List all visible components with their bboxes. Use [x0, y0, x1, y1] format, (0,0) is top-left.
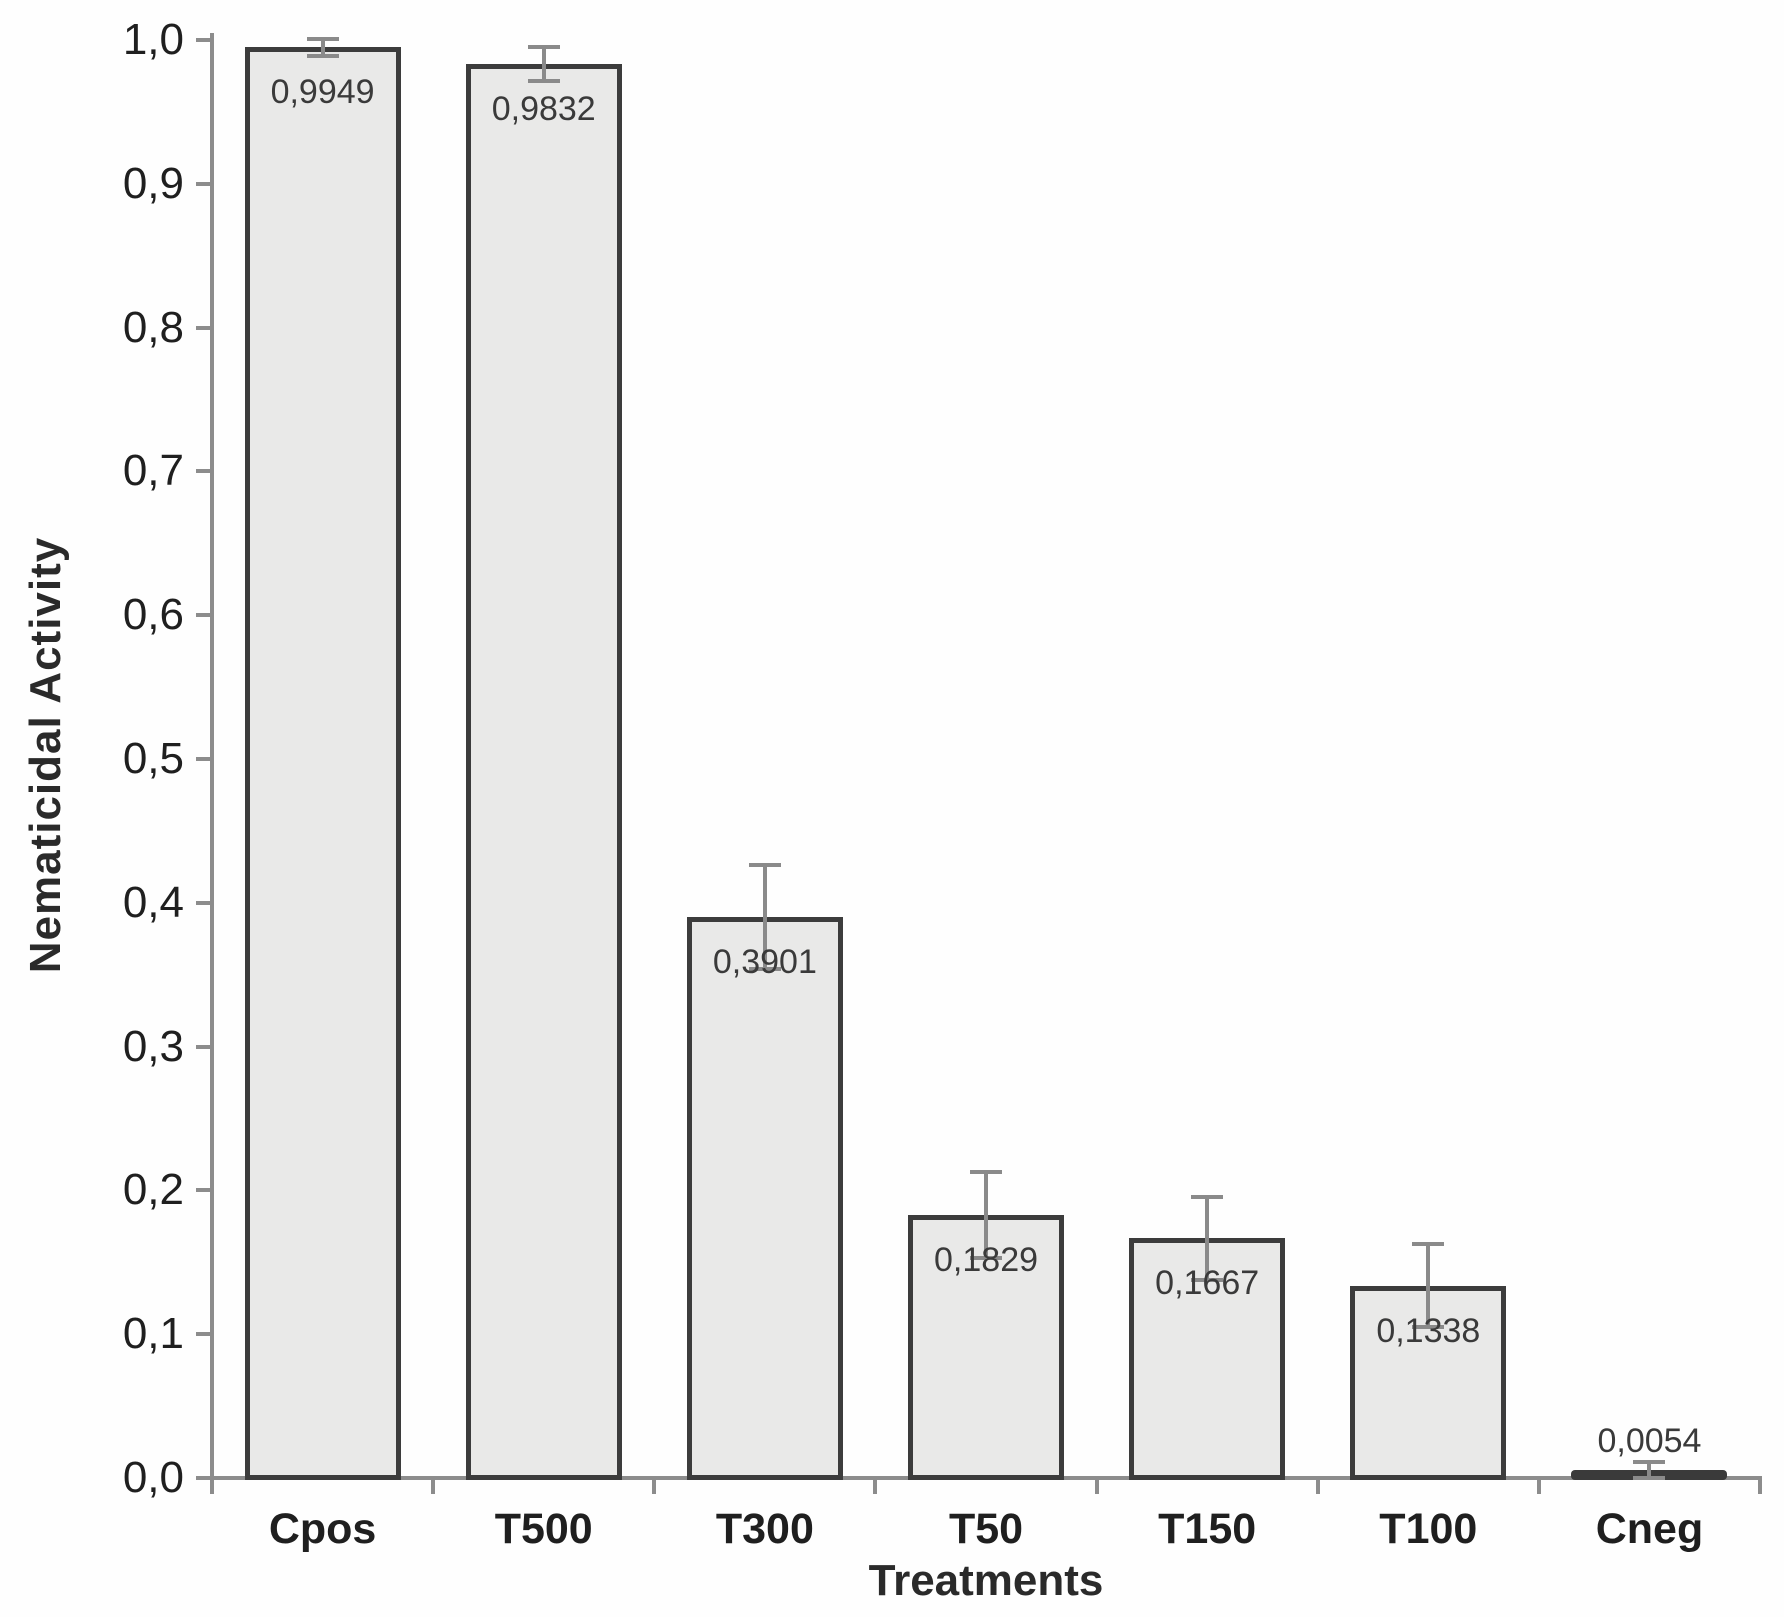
- x-tick: [873, 1478, 878, 1494]
- error-bar-bottom-cap: [748, 966, 781, 971]
- value-label: 0,0054: [1597, 1422, 1702, 1461]
- category-label: T300: [715, 1505, 814, 1553]
- y-tick-label: 0,2: [122, 1165, 184, 1215]
- error-bar-bottom-cap: [970, 1256, 1003, 1261]
- value-label: 0,9832: [491, 90, 596, 129]
- y-tick: [196, 900, 212, 905]
- value-label: 0,1667: [1155, 1264, 1260, 1303]
- y-tick-label: 0,9: [122, 158, 184, 208]
- category-label: T50: [948, 1505, 1024, 1553]
- bar: [686, 917, 843, 1480]
- y-tick-label: 0,8: [122, 302, 184, 352]
- error-bar-top-cap: [970, 1169, 1003, 1174]
- x-tick: [652, 1478, 657, 1494]
- error-bar-bottom-cap: [1412, 1325, 1445, 1330]
- y-tick-label: 0,4: [122, 877, 184, 927]
- x-axis-title: Treatments: [868, 1556, 1104, 1605]
- y-tick-label: 1,0: [122, 15, 184, 64]
- bar: [465, 64, 622, 1480]
- category-label: T100: [1379, 1505, 1478, 1553]
- category-label: T500: [494, 1505, 593, 1553]
- y-tick-label: 0,5: [122, 734, 184, 783]
- error-bar-bottom-cap: [1191, 1277, 1224, 1282]
- y-tick-label: 0,6: [122, 590, 184, 640]
- value-label: 0,1829: [934, 1240, 1039, 1279]
- error-bar-bottom-cap: [527, 79, 560, 84]
- error-bar: [762, 865, 767, 969]
- y-axis-line: [210, 33, 214, 1480]
- error-bar: [320, 38, 325, 56]
- x-tick: [431, 1478, 436, 1494]
- y-tick: [196, 1476, 212, 1480]
- y-tick-label: 0,7: [122, 446, 184, 496]
- bar: [244, 47, 401, 1480]
- y-tick-label: 0,1: [122, 1309, 184, 1359]
- error-bar-top-cap: [748, 863, 781, 868]
- x-tick: [1536, 1478, 1541, 1494]
- y-tick: [196, 325, 212, 330]
- y-tick: [196, 38, 212, 42]
- error-bar: [1426, 1243, 1431, 1328]
- y-tick: [196, 1332, 212, 1337]
- x-tick: [1094, 1478, 1099, 1494]
- category-label: Cneg: [1595, 1505, 1704, 1553]
- value-label: 0,9949: [270, 73, 375, 112]
- category-label: T150: [1158, 1505, 1257, 1553]
- error-bar: [1205, 1196, 1210, 1280]
- x-tick: [210, 1478, 214, 1494]
- error-bar-bottom-cap: [306, 53, 339, 58]
- y-tick: [196, 1044, 212, 1049]
- error-bar: [541, 46, 546, 82]
- value-label: 0,3901: [712, 943, 817, 982]
- value-label: 0,1338: [1376, 1311, 1481, 1350]
- error-bar-bottom-cap: [1633, 1476, 1666, 1480]
- y-tick: [196, 613, 212, 618]
- error-bar-top-cap: [1191, 1194, 1224, 1199]
- error-bar-top-cap: [306, 36, 339, 41]
- x-tick: [1758, 1478, 1763, 1494]
- category-label: Cpos: [268, 1505, 377, 1553]
- y-tick-label: 0,3: [122, 1021, 184, 1071]
- x-tick: [1315, 1478, 1320, 1494]
- error-bar: [1647, 1461, 1652, 1478]
- error-bar: [984, 1171, 989, 1259]
- y-tick: [196, 1188, 212, 1193]
- y-tick-label: 0,0: [122, 1453, 184, 1502]
- error-bar-top-cap: [1412, 1241, 1445, 1246]
- error-bar-top-cap: [527, 44, 560, 49]
- y-tick: [196, 181, 212, 186]
- error-bar-top-cap: [1633, 1459, 1666, 1464]
- y-tick: [196, 469, 212, 474]
- y-tick: [196, 757, 212, 761]
